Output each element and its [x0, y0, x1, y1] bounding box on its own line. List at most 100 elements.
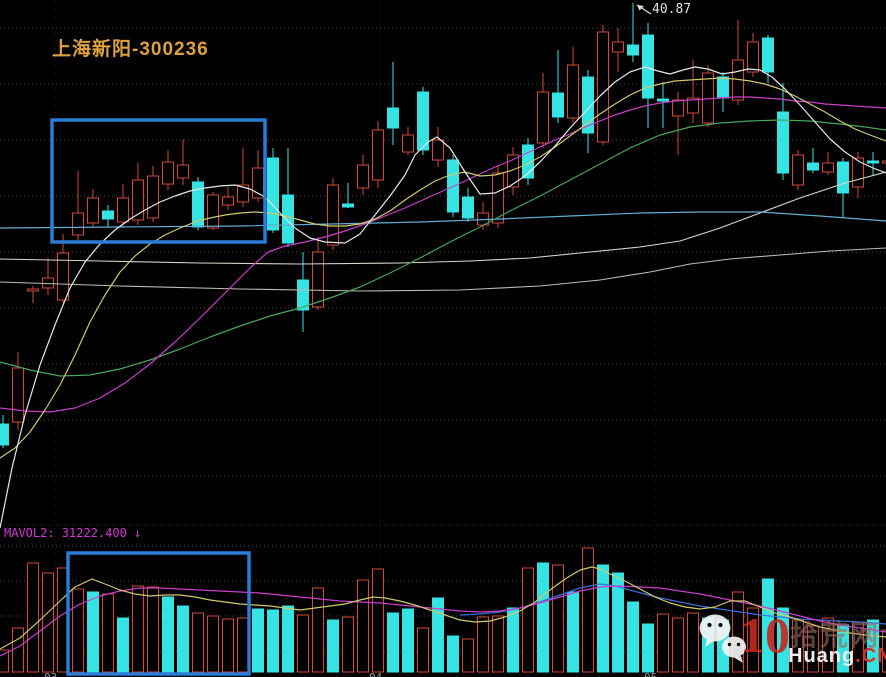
candle: [267, 157, 279, 231]
highlight-box: [66, 551, 251, 676]
candle: [522, 144, 534, 179]
ma-cyan-long: [0, 211, 886, 229]
candle: [612, 41, 624, 53]
candle: [672, 99, 684, 117]
candle: [12, 367, 24, 423]
watermark-domain-white: Huang: [788, 645, 856, 667]
volume-bar: [552, 564, 564, 673]
ma-green-60: [0, 119, 886, 377]
volume-bar: [162, 596, 174, 673]
candle: [312, 251, 324, 308]
volume-bar: [387, 612, 399, 673]
candle: [822, 162, 834, 173]
candle: [147, 175, 159, 219]
volume-bar: [132, 585, 144, 673]
volume-bar: [627, 601, 639, 673]
volume-bar: [642, 623, 654, 673]
volume-bar: [72, 588, 84, 673]
watermark-site-domain: Huang.CN: [788, 645, 886, 668]
watermark-site-name: 拾荒网: [790, 620, 881, 651]
volume-bar: [267, 609, 279, 673]
volume-bar: [807, 625, 819, 673]
x-axis-label: 05: [644, 671, 657, 677]
volume-bar: [327, 619, 339, 673]
volume-bar: [342, 616, 354, 673]
price-arrowhead: [637, 5, 644, 11]
volume-bar: [597, 564, 609, 673]
volume-bar: [207, 615, 219, 673]
volume-bar: [297, 614, 309, 673]
candle: [747, 41, 759, 73]
volume-bar: [777, 607, 789, 673]
mavol-yellow: [0, 566, 886, 650]
volume-bar: [822, 617, 834, 673]
volume-bar: [87, 591, 99, 673]
candle: [327, 184, 339, 246]
volume-bar: [372, 568, 384, 673]
candle: [762, 37, 774, 73]
candle: [792, 154, 804, 186]
volume-bar: [312, 587, 324, 673]
volume-bar: [222, 618, 234, 673]
candle: [537, 91, 549, 144]
volume-bar: [582, 547, 594, 673]
candle: [627, 44, 639, 56]
volume-bar: [477, 616, 489, 673]
candle: [492, 172, 504, 224]
candle: [102, 210, 114, 220]
mavol2-indicator-label: MAVOL2: 31222.400 ↓: [4, 526, 142, 540]
ma-flat-slow-2: [0, 247, 886, 292]
volume-bar: [612, 572, 624, 673]
candle: [867, 160, 879, 164]
volume-bar: [252, 608, 264, 673]
volume-bar: [102, 593, 114, 673]
volume-bar: [537, 562, 549, 673]
candle: [282, 194, 294, 244]
candle: [837, 161, 849, 194]
candle: [357, 164, 369, 189]
ma-yellow-10: [0, 77, 886, 459]
volume-bar: [657, 613, 669, 673]
volume-bar: [672, 617, 684, 673]
candle: [117, 197, 129, 223]
candle: [177, 164, 189, 179]
volume-bar: [687, 612, 699, 673]
candle: [87, 197, 99, 224]
volume-bar: [12, 627, 24, 673]
ma-magenta-20: [0, 96, 886, 413]
candle: [717, 76, 729, 99]
x-axis-label: 03: [44, 671, 57, 677]
volume-bar: [507, 607, 519, 673]
candle: [432, 139, 444, 161]
ma-white-5: [0, 66, 886, 529]
volume-bar: [882, 629, 886, 673]
volume-bar: [747, 607, 759, 673]
candle: [807, 162, 819, 171]
volume-bar: [417, 627, 429, 673]
volume-bar: [177, 605, 189, 673]
volume-bar: [522, 567, 534, 673]
candle: [207, 194, 219, 229]
volume-bar: [867, 619, 879, 673]
volume-bar: [237, 617, 249, 673]
mavol-blue: [459, 583, 886, 625]
candle: [222, 196, 234, 206]
volume-bar: [147, 586, 159, 673]
candle: [552, 92, 564, 118]
candle: [72, 212, 84, 236]
candle: [57, 252, 69, 301]
candle: [27, 288, 39, 292]
candle: [387, 107, 399, 129]
volume-bar: [0, 649, 9, 673]
candle: [372, 129, 384, 181]
volume-bar: [432, 597, 444, 673]
candle: [462, 196, 474, 219]
candle: [0, 423, 9, 446]
volume-bar: [192, 612, 204, 673]
candle: [297, 279, 309, 311]
volume-bar: [732, 591, 744, 673]
volume-bar: [567, 591, 579, 673]
candle: [402, 134, 414, 153]
candle: [597, 31, 609, 143]
